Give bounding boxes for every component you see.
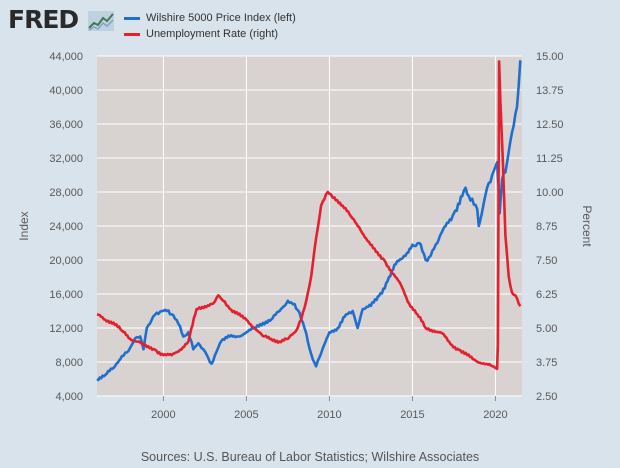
x-tick-label: 2020 (483, 409, 507, 421)
y-left-tick-label: 24,000 (49, 221, 83, 233)
y-right-tick-label: 11.25 (536, 153, 563, 165)
legend-swatch-unemployment (124, 32, 140, 36)
y-right-tick-label: 5.00 (536, 323, 557, 335)
x-tick-label: 2005 (234, 409, 258, 421)
source-note: Sources: U.S. Bureau of Labor Statistics… (140, 450, 480, 464)
fred-line-chart-icon (88, 11, 114, 31)
y-left-tick-label: 12,000 (49, 323, 83, 335)
y-right-tick-label: 8.75 (536, 221, 557, 233)
series-line-unemployment-rate (96, 60, 522, 371)
x-tick-label: 2015 (400, 409, 424, 421)
chart-legend: Wilshire 5000 Price Index (left) Unemplo… (124, 10, 296, 42)
y-left-tick-label: 28,000 (49, 187, 83, 199)
y-left-axis-title: Index (17, 211, 31, 240)
y-left-tick-label: 20,000 (49, 255, 83, 267)
y-left-tick-label: 4,000 (55, 391, 83, 403)
logo-text: FRED (8, 5, 79, 34)
x-tick-label: 2010 (317, 409, 341, 421)
y-right-tick-label: 6.25 (536, 289, 557, 301)
series-line-wilshire-5000 (96, 60, 522, 382)
y-right-tick-label: 3.75 (536, 357, 557, 369)
y-left-tick-label: 32,000 (49, 153, 83, 165)
y-right-tick-label: 15.00 (536, 51, 564, 63)
legend-item-unemployment: Unemployment Rate (right) (124, 26, 296, 42)
legend-swatch-wilshire (124, 16, 140, 20)
y-right-axis-title: Percent (580, 205, 594, 247)
fred-logo: FRED (8, 6, 118, 38)
y-right-tick-label: 7.50 (536, 255, 557, 267)
legend-label-unemployment: Unemployment Rate (right) (146, 28, 279, 40)
legend-label-wilshire: Wilshire 5000 Price Index (left) (146, 12, 296, 24)
y-left-tick-label: 40,000 (49, 85, 83, 97)
y-left-tick-label: 8,000 (55, 357, 83, 369)
x-tick-label: 2000 (151, 409, 175, 421)
y-left-tick-label: 44,000 (49, 51, 83, 63)
y-right-tick-label: 12.50 (536, 119, 564, 131)
y-right-tick-label: 13.75 (536, 85, 564, 97)
y-left-tick-label: 16,000 (49, 289, 83, 301)
legend-item-wilshire: Wilshire 5000 Price Index (left) (124, 10, 296, 26)
y-right-tick-label: 2.50 (536, 391, 557, 403)
y-right-tick-label: 10.00 (536, 187, 564, 199)
y-left-tick-label: 36,000 (49, 119, 83, 131)
